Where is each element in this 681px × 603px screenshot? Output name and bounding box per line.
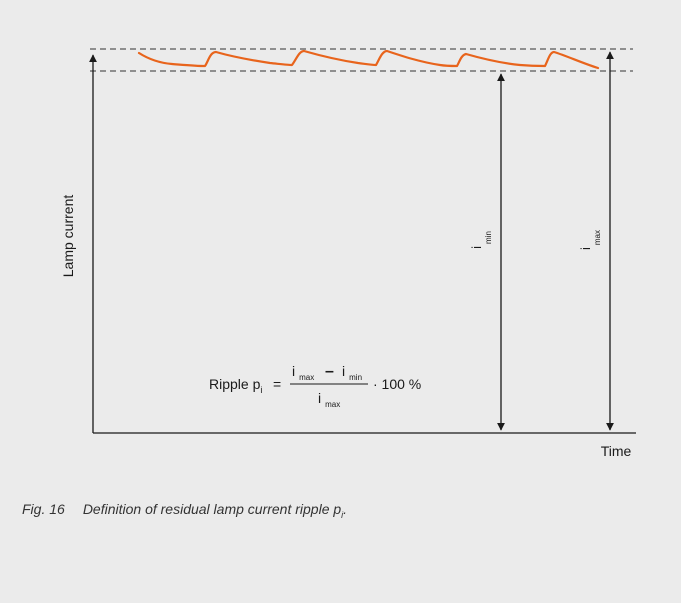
ripple-curve: [137, 49, 600, 70]
svg-text:imax: imax: [292, 363, 314, 382]
denominator-sub: max: [325, 400, 340, 409]
svg-text:imin: imin: [469, 231, 493, 249]
figure-caption: Fig. 16 Definition of residual lamp curre…: [22, 501, 347, 520]
caption-fig-number: Fig. 16: [22, 501, 65, 517]
x-axis-label: Time: [601, 443, 632, 459]
numerator-b: i: [342, 363, 345, 379]
svg-text:Ripple pi: Ripple pi: [209, 376, 262, 395]
formula-lhs: Ripple p: [209, 376, 261, 392]
formula-multiplier: · 100 %: [373, 376, 421, 392]
caption-sub: i: [341, 509, 344, 520]
numerator-b-sub: min: [349, 373, 362, 382]
caption-text: Definition of residual lamp current ripp…: [82, 501, 342, 517]
formula-equals: =: [273, 376, 281, 392]
numerator-a: i: [292, 363, 295, 379]
numerator-a-sub: max: [299, 373, 314, 382]
svg-text:imax: imax: [318, 390, 340, 409]
denominator: i: [318, 390, 321, 406]
svg-text:imin: imin: [342, 363, 362, 382]
ripple-formula: Ripple pi = i max – i min i max · 100 %: [209, 363, 421, 409]
y-axis-label: Lamp current: [60, 195, 76, 278]
i-max-label: imax: [578, 230, 602, 250]
formula-lhs-sub: i: [260, 385, 262, 395]
numerator-minus: –: [325, 363, 334, 380]
i-min-label: imin: [469, 231, 493, 249]
svg-text:imax: imax: [578, 230, 602, 250]
caption-end: .: [343, 501, 348, 517]
